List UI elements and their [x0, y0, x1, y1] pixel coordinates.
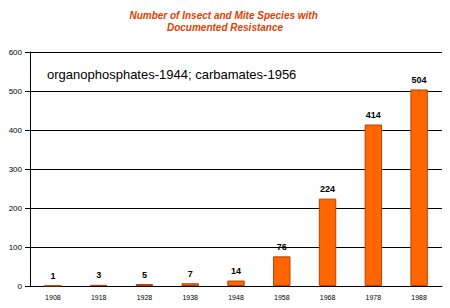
svg-text:0: 0: [18, 282, 23, 291]
svg-text:Documented Resistance: Documented Resistance: [167, 22, 284, 33]
svg-text:1958: 1958: [274, 294, 290, 301]
svg-text:600: 600: [9, 48, 23, 57]
svg-text:414: 414: [366, 110, 381, 120]
svg-text:14: 14: [231, 266, 241, 276]
svg-text:224: 224: [320, 184, 335, 194]
svg-text:504: 504: [412, 75, 427, 85]
svg-text:1988: 1988: [411, 294, 427, 301]
svg-text:1918: 1918: [91, 294, 107, 301]
svg-text:500: 500: [9, 87, 23, 96]
svg-text:1938: 1938: [182, 294, 198, 301]
svg-text:1948: 1948: [228, 294, 244, 301]
svg-text:7: 7: [188, 269, 193, 279]
svg-text:200: 200: [9, 204, 23, 213]
svg-text:76: 76: [277, 242, 287, 252]
svg-text:5: 5: [142, 270, 147, 280]
svg-text:organophosphates-1944; carbama: organophosphates-1944; carbamates-1956: [47, 67, 296, 82]
svg-text:1908: 1908: [45, 294, 61, 301]
svg-text:1968: 1968: [320, 294, 336, 301]
svg-text:1978: 1978: [366, 294, 382, 301]
svg-text:1: 1: [50, 271, 55, 281]
svg-text:3: 3: [96, 270, 101, 280]
svg-text:1928: 1928: [137, 294, 153, 301]
svg-text:100: 100: [9, 243, 23, 252]
svg-text:300: 300: [9, 165, 23, 174]
svg-text:400: 400: [9, 126, 23, 135]
svg-text:Number of Insect and Mite Spec: Number of Insect and Mite Species with: [129, 10, 320, 21]
